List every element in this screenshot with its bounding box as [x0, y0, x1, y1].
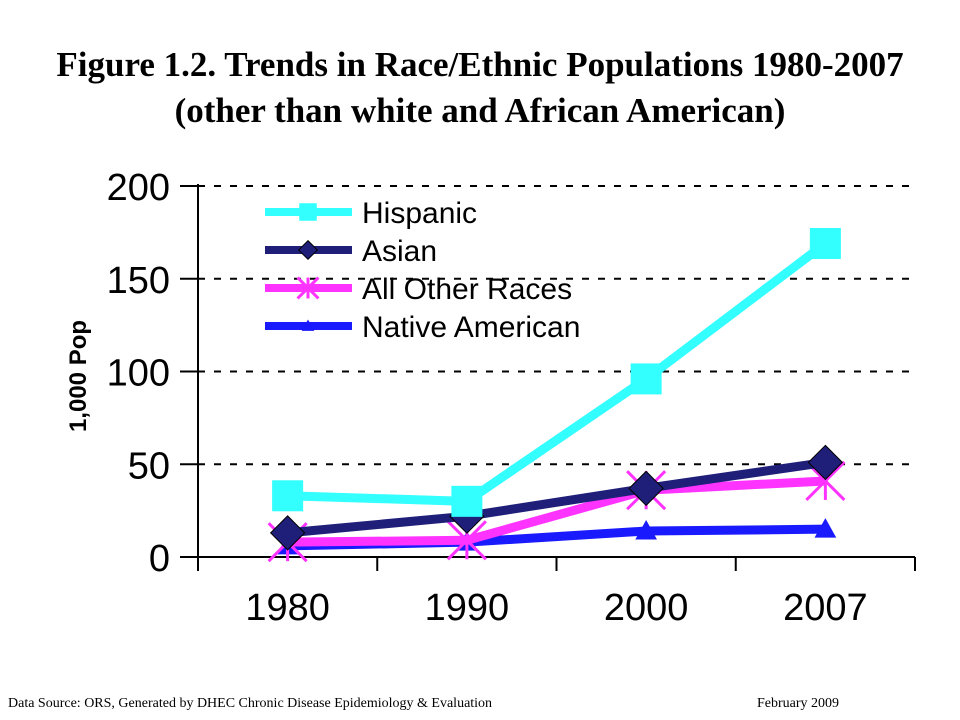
series-line-asian: [287, 457, 827, 538]
x-tick-label-2007: 2007: [783, 587, 868, 629]
x-tick-label-1990: 1990: [425, 587, 510, 629]
axes: 0 50 100 150 200 1980 1990 2000 2007 1,000 Pop: [65, 167, 916, 629]
legend-marker-hispanic: [299, 203, 317, 221]
legend-item-native-american: Native American: [265, 311, 580, 344]
legend-marker-asian: [297, 239, 319, 261]
data-point-asian-2007: [807, 444, 844, 481]
series-line-hispanic: [287, 239, 829, 506]
series-layer: [267, 228, 846, 563]
legend-label-native-american: Native American: [362, 311, 580, 344]
y-axis-label: 1,000 Pop: [65, 320, 92, 432]
data-point-native-american-2007: [814, 518, 837, 538]
legend-marker-native-american: [301, 319, 315, 331]
line-chart: 0 50 100 150 200 1980 1990 2000 2007 1,000 Pop Hi…: [65, 167, 916, 629]
y-tick-label-100: 100: [107, 353, 170, 395]
legend-item-hispanic: Hispanic: [265, 197, 477, 230]
data-point-asian-2000: [628, 470, 664, 507]
y-tick-label-50: 50: [128, 445, 170, 487]
legend: Hispanic Asian All Other Races Native Ameri…: [265, 197, 580, 344]
legend-label-all-other-races: All Other Races: [362, 273, 572, 306]
data-point-hispanic-2000: [630, 363, 662, 395]
x-tick-label-1980: 1980: [245, 587, 330, 629]
chart-title-line2: (other than white and African American): [174, 91, 786, 130]
data-point-hispanic-2007: [809, 228, 841, 260]
y-tick-label-0: 0: [149, 538, 170, 580]
chart-title: Figure 1.2. Trends in Race/Ethnic Popula…: [0, 42, 960, 134]
legend-label-asian: Asian: [362, 235, 437, 268]
legend-marker-all-other-races: [296, 276, 320, 300]
legend-item-all-other-races: All Other Races: [265, 273, 572, 306]
data-point-native-american-2000: [635, 520, 657, 540]
footer-date: February 2009: [757, 696, 840, 711]
y-tick-label-150: 150: [107, 260, 170, 302]
y-tick-label-200: 200: [107, 167, 170, 209]
x-tick-label-2000: 2000: [604, 587, 689, 629]
legend-item-asian: Asian: [265, 235, 437, 268]
data-source-note: Data Source: ORS, Generated by DHEC Chro…: [8, 696, 493, 711]
data-point-hispanic-1990: [451, 485, 483, 517]
chart-title-line1: Figure 1.2. Trends in Race/Ethnic Popula…: [56, 45, 904, 84]
series-line-all-other-races: [287, 476, 826, 547]
data-point-hispanic-1980: [272, 480, 304, 512]
legend-label-hispanic: Hispanic: [362, 197, 477, 230]
data-point-asian-1980: [269, 515, 306, 551]
